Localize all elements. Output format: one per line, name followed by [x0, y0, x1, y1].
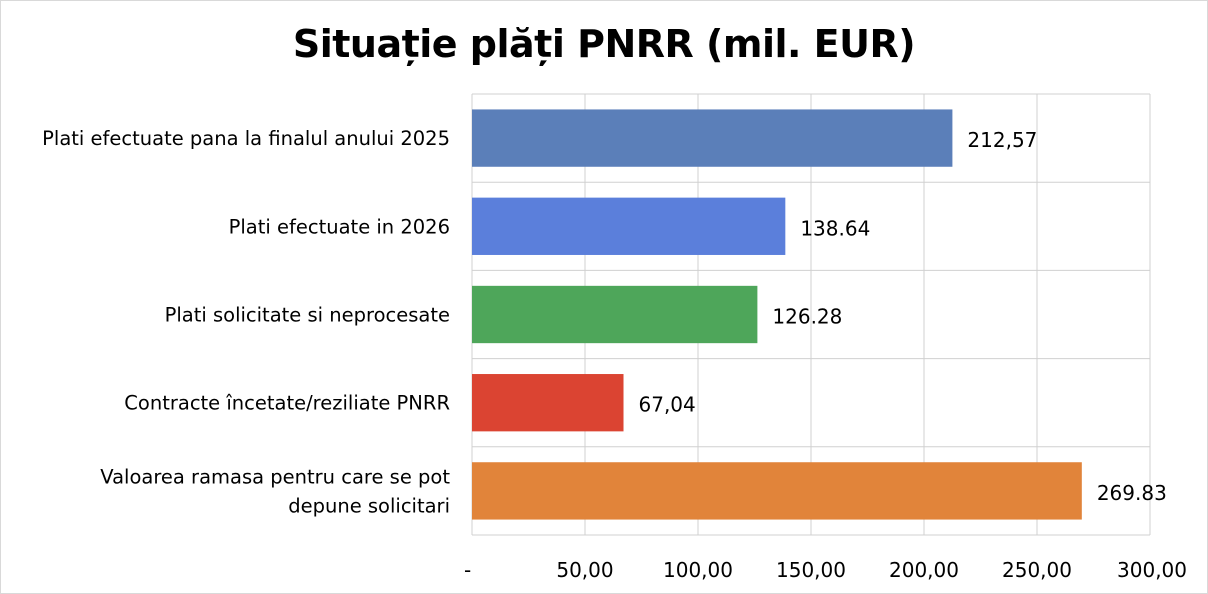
data-labels: 212,57 138.64 126.28 67,04 269.83 [639, 128, 1167, 505]
data-label-4: 269.83 [1097, 481, 1167, 505]
x-tick-label-5: 250,00 [1002, 558, 1072, 582]
category-label-0: Plati efectuate pana la finalul anului 2… [42, 127, 450, 150]
data-label-2: 126.28 [772, 305, 842, 329]
bar-1 [472, 197, 786, 255]
data-label-0: 212,57 [967, 128, 1037, 152]
x-tick-label-1: 50,00 [556, 558, 613, 582]
bar-4 [472, 462, 1082, 520]
x-tick-label-6: 300,00 [1117, 558, 1187, 582]
category-label-line: Plati efectuate pana la finalul anului 2… [42, 127, 450, 150]
x-tick-labels: - 50,00 100,00 150,00 200,00 250,00 300,00 [464, 558, 1187, 582]
gridlines [471, 93, 1151, 536]
category-label-1: Plati efectuate in 2026 [229, 215, 450, 238]
category-label-line: Valoarea ramasa pentru care se pot [100, 465, 450, 488]
category-labels: Plati efectuate pana la finalul anului 2… [42, 127, 450, 517]
category-label-line: Plati solicitate si neprocesate [165, 304, 450, 327]
bar-0 [472, 109, 953, 167]
category-label-2: Plati solicitate si neprocesate [165, 304, 450, 327]
data-label-1: 138.64 [800, 216, 870, 240]
x-tick-label-2: 100,00 [663, 558, 733, 582]
data-label-3: 67,04 [639, 393, 696, 417]
bar-3 [472, 374, 624, 432]
bars [472, 109, 1082, 520]
category-label-line: depune solicitari [288, 494, 450, 517]
category-label-3: Contracte încetate/reziliate PNRR [124, 392, 450, 415]
chart-title: Situație plăți PNRR (mil. EUR) [292, 22, 916, 66]
category-label-4: Valoarea ramasa pentru care se pot depune… [100, 465, 450, 517]
category-label-line: Plati efectuate in 2026 [229, 215, 450, 238]
x-tick-label-4: 200,00 [889, 558, 959, 582]
category-label-line: Contracte încetate/reziliate PNRR [124, 392, 450, 415]
x-tick-label-3: 150,00 [776, 558, 846, 582]
bar-2 [472, 285, 758, 344]
x-tick-label-0: - [464, 558, 471, 582]
